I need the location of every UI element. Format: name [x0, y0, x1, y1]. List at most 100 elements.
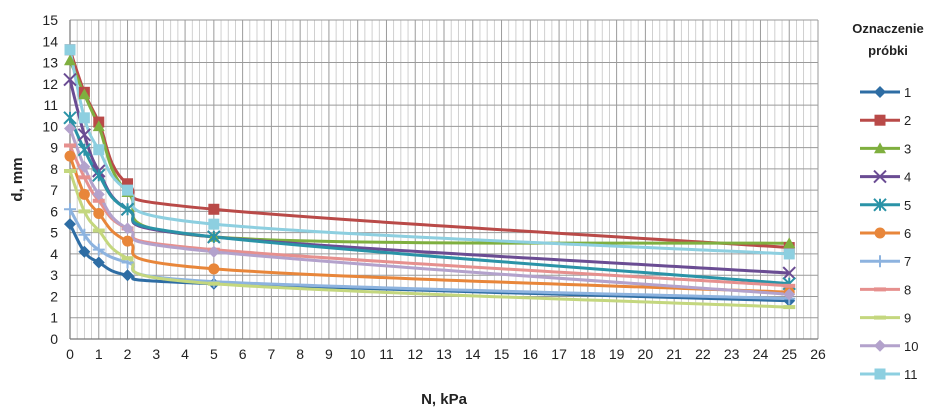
x-tick-label: 3 [152, 346, 160, 362]
legend-label-2: 2 [904, 113, 911, 128]
legend-item-7: 7 [860, 254, 911, 269]
data-point-series-3 [92, 120, 105, 132]
x-tick-label: 2 [124, 346, 132, 362]
y-tick-label: 4 [50, 246, 58, 262]
legend-marker-8 [874, 287, 886, 292]
y-axis-title: d, mm [9, 157, 26, 201]
x-tick-label: 14 [465, 346, 481, 362]
data-point-series-9 [207, 281, 220, 286]
y-tick-label: 7 [50, 182, 58, 198]
y-tick-label: 13 [42, 55, 58, 71]
y-tick-label: 8 [50, 161, 58, 177]
data-point-series-11 [64, 44, 76, 56]
data-point-series-6 [122, 235, 134, 247]
x-tick-label: 0 [66, 346, 74, 362]
y-tick-label: 2 [50, 288, 58, 304]
data-point-series-10 [207, 245, 220, 258]
x-tick-label: 5 [210, 346, 218, 362]
legend-item-9: 9 [860, 311, 911, 326]
x-tick-label: 24 [753, 346, 769, 362]
x-tick-label: 9 [325, 346, 333, 362]
data-point-series-3 [64, 54, 76, 66]
data-point-series-4 [782, 266, 796, 280]
data-point-series-11 [783, 248, 795, 260]
legend-marker-2 [874, 114, 886, 126]
data-point-series-7 [207, 275, 220, 288]
legend-item-3: 3 [860, 141, 911, 156]
legend-item-6: 6 [860, 226, 911, 241]
data-point-series-9 [64, 168, 76, 173]
data-point-series-11 [93, 144, 105, 156]
data-point-series-1 [64, 218, 76, 231]
x-tick-label: 7 [267, 346, 275, 362]
data-point-series-2 [208, 203, 220, 215]
data-point-series-7 [92, 243, 105, 256]
legend-marker-11 [874, 368, 886, 380]
x-tick-label: 1 [95, 346, 103, 362]
data-point-series-1 [121, 269, 134, 282]
x-tick-label: 15 [494, 346, 510, 362]
legend-item-11: 11 [860, 367, 918, 382]
data-point-series-1 [78, 245, 91, 258]
axes [69, 20, 818, 340]
data-point-series-11 [78, 112, 90, 124]
data-point-series-10 [121, 222, 134, 235]
data-point-series-10 [64, 122, 76, 135]
data-point-series-8 [78, 175, 91, 180]
x-tick-label: 19 [609, 346, 625, 362]
x-tick-label: 26 [810, 346, 826, 362]
data-point-series-4 [63, 72, 77, 87]
x-tick-label: 17 [551, 346, 567, 362]
legend-item-5: 5 [860, 198, 911, 213]
legend-marker-7 [874, 255, 886, 268]
x-tick-label: 16 [523, 346, 539, 362]
data-point-series-6 [208, 263, 220, 275]
data-point-series-9 [78, 209, 91, 214]
legend-label-4: 4 [904, 170, 911, 185]
legend-marker-10 [874, 339, 886, 352]
legend-marker-4 [873, 169, 887, 184]
legend-item-10: 10 [860, 339, 918, 354]
y-tick-label: 9 [50, 140, 58, 156]
legend: Oznaczenie próbki 1 2 3 4 5 6 7 8 9 10 11 [852, 21, 924, 382]
data-point-series-4 [77, 128, 92, 142]
x-tick-label: 11 [379, 346, 394, 362]
legend-marker-5 [873, 198, 887, 212]
legend-label-5: 5 [904, 198, 911, 213]
data-point-series-3 [78, 88, 91, 100]
x-tick-label: 22 [695, 346, 711, 362]
legend-label-8: 8 [904, 282, 911, 297]
legend-item-1: 1 [860, 85, 911, 100]
y-tick-label: 5 [50, 225, 58, 241]
legend-label-9: 9 [904, 311, 911, 326]
data-point-series-10 [783, 288, 796, 301]
series-line-9 [68, 169, 791, 309]
legend-item-2: 2 [860, 113, 911, 128]
x-tick-label: 8 [296, 346, 304, 362]
x-tick-label: 18 [580, 346, 596, 362]
data-point-series-3 [783, 237, 796, 249]
data-point-series-6 [78, 188, 90, 200]
data-point-series-10 [92, 188, 105, 201]
y-tick-label: 15 [42, 12, 58, 28]
x-tick-label: 25 [781, 346, 797, 362]
data-point-series-5 [207, 230, 221, 244]
data-point-series-5 [77, 143, 92, 157]
x-tick-label: 10 [350, 346, 366, 362]
series-markers [63, 44, 796, 310]
data-point-series-9 [783, 305, 796, 310]
y-tick-label: 0 [50, 331, 58, 347]
data-point-series-7 [64, 203, 76, 216]
x-tick-label: 20 [638, 346, 654, 362]
legend-label-11: 11 [904, 367, 918, 382]
tick-labels: 0 1 2 3 4 5 6 7 8 9 10 11 12 13 14 15 16 17 18 19 20 21 22 23 24… [42, 12, 826, 362]
series-line-5 [68, 116, 791, 286]
data-point-series-11 [208, 218, 220, 230]
data-point-series-6 [93, 208, 105, 220]
data-point-series-5 [63, 111, 77, 125]
x-tick-label: 21 [666, 346, 682, 362]
y-tick-label: 10 [42, 118, 58, 134]
data-point-series-11 [122, 184, 134, 196]
